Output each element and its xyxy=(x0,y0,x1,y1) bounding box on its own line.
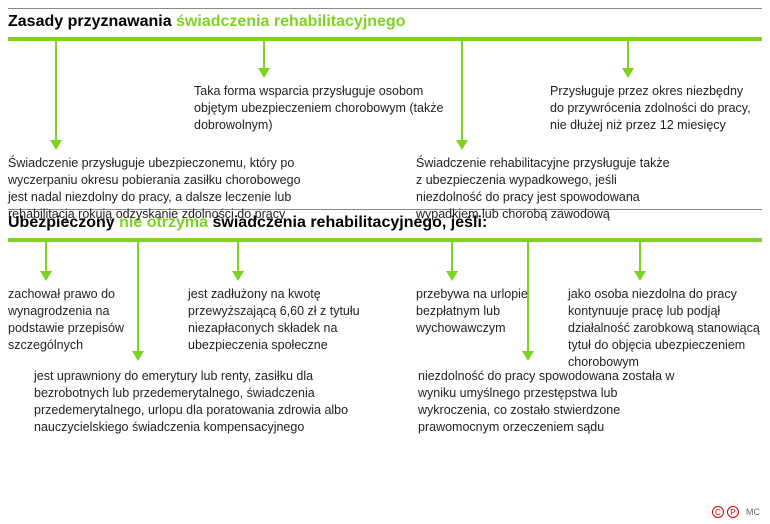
section1-body: Taka forma wsparcia przysługuje osobom o… xyxy=(8,41,762,209)
arrow-down-icon xyxy=(50,41,62,150)
arrow-down-icon xyxy=(622,41,634,78)
text-block: Świadczenie przysługuje ubezpieczonemu, … xyxy=(8,155,318,223)
section2-body: zachował prawo do wynagrodzenia na podst… xyxy=(8,242,762,452)
arrow-down-icon xyxy=(40,242,52,281)
section1-title: Zasady przyznawania świadczenia rehabili… xyxy=(8,8,762,37)
section1-arrows xyxy=(8,41,762,42)
arrow-down-icon xyxy=(258,41,270,78)
cc-icon-2: P xyxy=(727,506,739,518)
text-block: niezdolność do pracy spowodowana została… xyxy=(418,368,678,436)
text-block: jest uprawniony do emerytury lub renty, … xyxy=(34,368,364,436)
footer-signature: MC xyxy=(746,507,760,517)
text-block: Świadczenie rehabilitacyjne przysługuje … xyxy=(416,155,676,223)
cc-icon-1: C xyxy=(712,506,724,518)
text-block: zachował prawo do wynagrodzenia na podst… xyxy=(8,286,148,354)
text-block: Taka forma wsparcia przysługuje osobom o… xyxy=(194,83,454,134)
text-block: jest zadłużony na kwotę przewyższającą 6… xyxy=(188,286,398,354)
arrow-down-icon xyxy=(456,41,468,150)
text-block: przebywa na urlopie bezpłatnym lub wycho… xyxy=(416,286,546,337)
section1-title-green: świadczenia rehabilitacyjnego xyxy=(176,13,405,30)
arrow-down-icon xyxy=(446,242,458,281)
section1-title-black: Zasady przyznawania xyxy=(8,13,176,30)
footer: C P MC xyxy=(712,506,760,518)
arrow-down-icon xyxy=(232,242,244,281)
text-block: jako osoba niezdolna do pracy kontynuuje… xyxy=(568,286,768,370)
section2-arrows xyxy=(8,242,762,243)
arrow-down-icon xyxy=(634,242,646,281)
text-block: Przysługuje przez okres niezbędny do prz… xyxy=(550,83,760,134)
